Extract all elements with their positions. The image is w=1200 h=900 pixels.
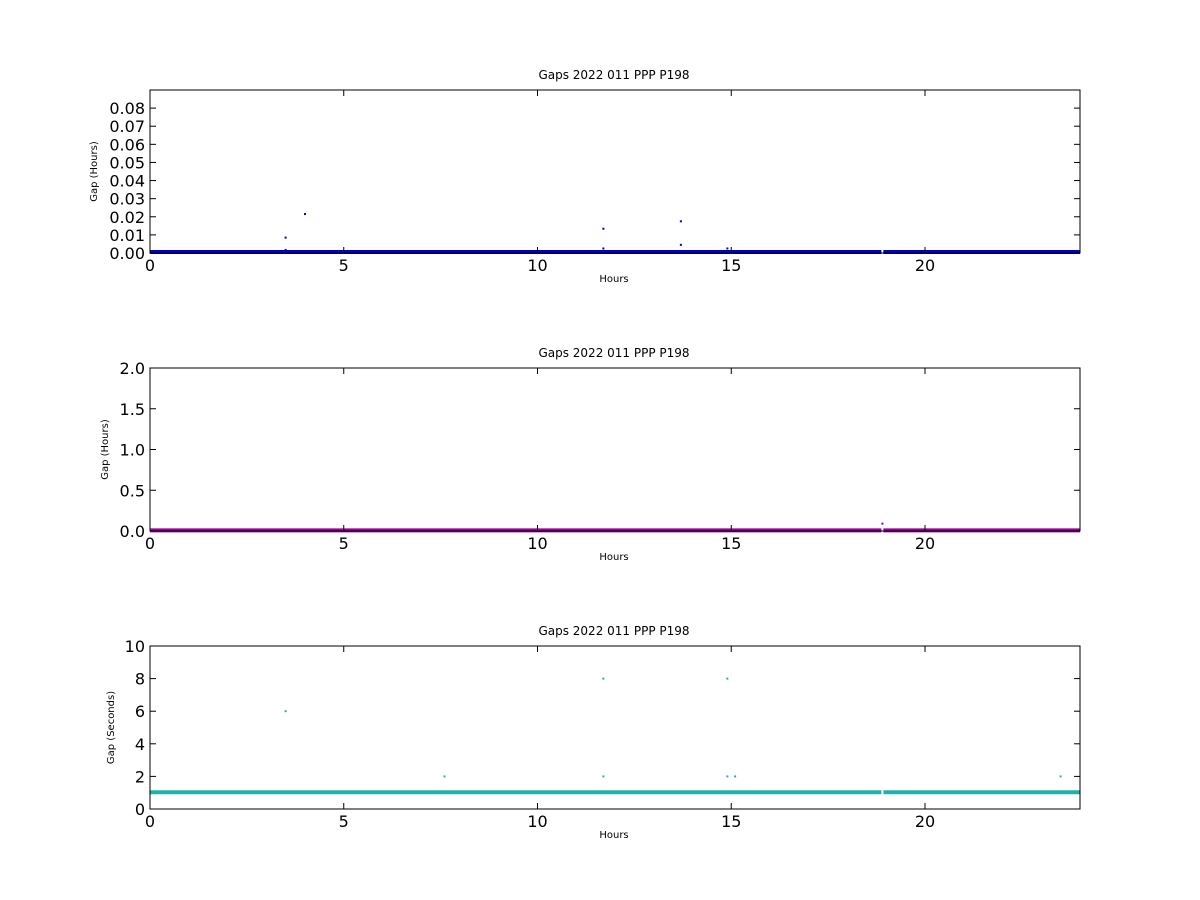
y-axis-label: Gap (Hours) [89,141,100,202]
y-tick-label: 0.0 [120,522,145,541]
axes-frame [149,645,1081,810]
data-point [679,220,682,223]
y-tick-label: 0.01 [109,226,145,245]
x-tick-label: 5 [339,812,349,831]
y-tick-label: 8 [135,670,145,689]
x-tick-label: 20 [915,812,935,831]
data-point [726,247,729,250]
data-point [304,213,306,216]
y-tick-label: 2 [135,767,145,786]
x-tick-label: 10 [527,534,547,553]
data-point [881,522,884,525]
data-point [602,247,605,250]
y-tick-label: 0.07 [109,117,145,136]
x-tick-label: 15 [721,812,741,831]
x-tick-label: 15 [721,256,741,275]
y-tick-label: 1.0 [120,441,145,460]
chart-panel-1: 0 5 10 15 20 0.000.010.020.030.040.050.060.07… [89,68,1081,285]
data-point [443,775,446,778]
data-point [602,677,605,680]
y-tick-label: 1.5 [120,400,145,419]
axes-frame [149,367,1081,532]
x-tick-label: 20 [915,534,935,553]
data-point [284,248,287,251]
chart-title: Gaps 2022 011 PPP P198 [538,68,689,82]
x-tick-label: 0 [145,812,155,831]
x-tick-label: 0 [145,534,155,553]
x-tick-label: 0 [145,256,155,275]
data-point [602,227,605,230]
y-tick-label: 0 [135,800,145,819]
y-tick-label: 4 [135,735,145,754]
axes-frame [149,89,1081,254]
data-point [734,775,737,778]
y-axis-label: Gap (Seconds) [106,691,117,764]
y-tick-label: 0.02 [109,208,145,227]
y-tick-label: 0.5 [120,481,145,500]
data-point [284,710,287,713]
y-tick-label: 0.06 [109,135,145,154]
data-point [679,243,682,246]
x-tick-label: 15 [721,534,741,553]
data-point [1059,775,1062,778]
x-axis-label: Hours [599,552,628,563]
x-tick-label: 5 [339,256,349,275]
y-tick-label: 0.03 [109,190,145,209]
chart-title: Gaps 2022 011 PPP P198 [538,346,689,360]
data-point [284,236,287,239]
y-axis-label: Gap (Hours) [100,419,111,480]
data-point [602,775,605,778]
y-tick-label: 2.0 [120,359,145,378]
chart-panel-2: 0 5 10 15 20 0.0 0.5 1.0 1.5 2.0 Gaps 2022 011 PPP… [100,346,1081,563]
y-tick-label: 0.00 [109,244,145,263]
x-tick-label: 10 [527,812,547,831]
y-tick-label: 0.08 [109,99,145,118]
chart-title: Gaps 2022 011 PPP P198 [538,624,689,638]
x-tick-label: 10 [527,256,547,275]
y-tick-label: 0.05 [109,153,145,172]
x-tick-label: 20 [915,256,935,275]
x-tick-label: 5 [339,534,349,553]
data-point [726,677,729,680]
y-tick-label: 6 [135,702,145,721]
y-tick-label: 10 [125,637,145,656]
x-axis-label: Hours [599,274,628,285]
y-tick-label: 0.04 [109,172,145,191]
chart-panel-3: 0 5 10 15 20 0 2 4 6 8 10 Gaps 2022 011 PPP P198 Hou… [106,624,1081,841]
x-axis-label: Hours [599,830,628,841]
data-point [726,775,729,778]
